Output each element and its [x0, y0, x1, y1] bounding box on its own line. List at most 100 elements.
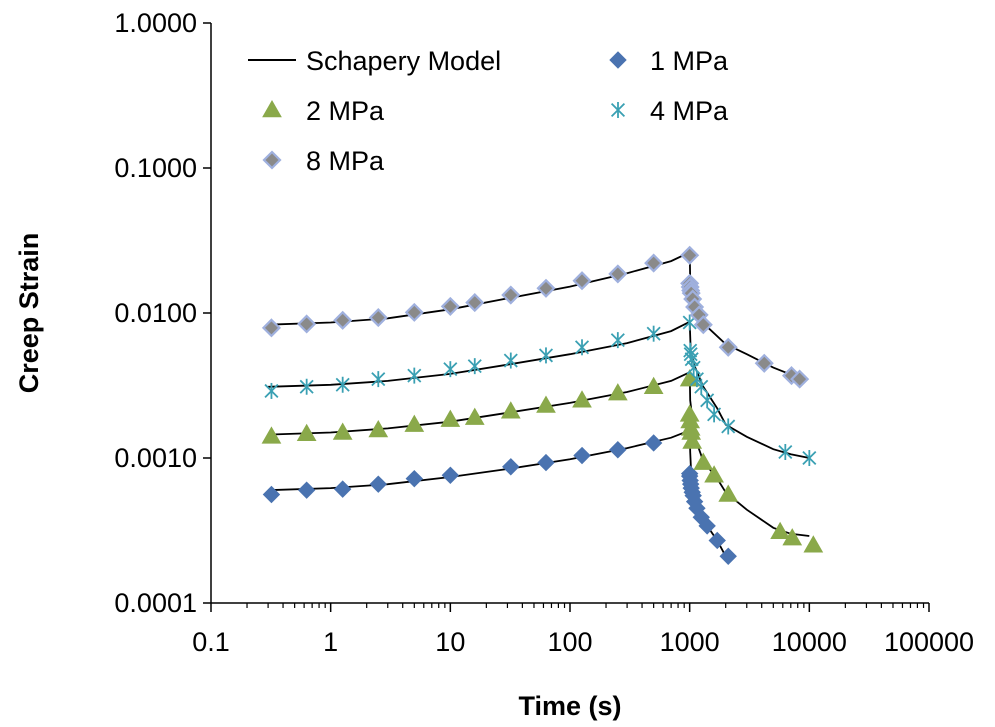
point-2mpa — [682, 431, 703, 449]
point-4mpa — [694, 378, 709, 395]
point-2mpa — [782, 528, 803, 546]
point-2mpa — [500, 401, 521, 419]
point-4mpa — [700, 392, 715, 409]
point-1mpa — [369, 475, 387, 493]
point-4mpa — [503, 352, 518, 369]
point-8mpa — [261, 318, 282, 338]
chart-legend: Schapery Model 1 MPa 2 MPa 4 MPa 8 MPa — [248, 46, 729, 176]
x-tick-label: 100000 — [884, 627, 974, 657]
point-4mpa — [778, 443, 793, 460]
point-4mpa — [610, 332, 625, 349]
point-2mpa — [440, 409, 461, 427]
point-1mpa — [405, 469, 424, 488]
axis-ticks: 0.1 1 10 100 1000 10000 100000 0.0001 0.0010 0.01… — [114, 8, 974, 657]
point-4mpa — [264, 382, 279, 399]
point-2mpa — [261, 426, 282, 444]
point-8mpa — [440, 296, 460, 316]
point-8mpa — [608, 264, 628, 284]
x-tick-label: 1 — [323, 627, 338, 657]
point-1mpa — [262, 485, 281, 504]
data-markers — [261, 245, 824, 565]
model-line-1 — [268, 429, 727, 557]
point-2mpa — [693, 452, 714, 470]
point-8mpa — [790, 369, 810, 389]
point-4mpa — [467, 358, 482, 375]
legend-marker-8mpa — [262, 150, 282, 170]
point-4mpa — [538, 347, 554, 364]
point-1mpa — [698, 517, 716, 535]
point-2mpa — [296, 423, 317, 441]
series-1mpa — [262, 434, 737, 565]
point-2mpa — [332, 422, 353, 440]
legend-marker-1mpa — [609, 51, 627, 69]
y-tick-label: 0.0010 — [114, 443, 197, 473]
point-2mpa — [643, 376, 664, 395]
legend-swatch-1mpa — [609, 51, 627, 69]
y-tick-label: 0.0100 — [114, 298, 197, 328]
point-2mpa — [536, 395, 556, 413]
point-1mpa — [333, 480, 352, 498]
point-2mpa — [572, 390, 592, 408]
y-tick-label: 0.0001 — [114, 588, 197, 618]
point-8mpa — [680, 245, 700, 265]
point-4mpa — [707, 406, 722, 423]
model-line-2 — [268, 370, 810, 537]
point-4mpa — [686, 359, 701, 376]
point-1mpa — [502, 458, 520, 476]
point-4mpa — [721, 418, 736, 435]
series-2mpa — [261, 369, 824, 553]
legend-item-8mpa: 8 MPa — [262, 146, 385, 176]
point-8mpa — [501, 285, 521, 305]
point-8mpa — [536, 278, 556, 298]
point-4mpa — [646, 325, 661, 342]
y-tick-label: 0.1000 — [114, 153, 197, 183]
point-4mpa — [407, 367, 422, 384]
point-2mpa — [704, 465, 724, 483]
model-line-3 — [268, 320, 810, 459]
legend-item-schapery-model: Schapery Model — [248, 46, 501, 76]
point-8mpa — [297, 314, 317, 334]
point-1mpa — [609, 441, 627, 459]
point-4mpa — [802, 450, 817, 466]
legend-swatch-2mpa — [262, 99, 282, 118]
point-8mpa — [368, 308, 388, 328]
x-tick-label: 10000 — [772, 627, 847, 657]
point-1mpa — [708, 531, 726, 550]
legend-label-4mpa: 4 MPa — [650, 96, 729, 126]
point-2mpa — [770, 521, 790, 540]
legend-item-2mpa: 2 MPa — [262, 96, 385, 126]
legend-label-8mpa: 8 MPa — [306, 146, 385, 176]
point-8mpa — [718, 337, 738, 357]
point-4mpa — [299, 378, 314, 395]
legend-item-4mpa: 4 MPa — [610, 96, 729, 126]
point-8mpa — [333, 310, 353, 330]
point-4mpa — [443, 361, 458, 378]
point-2mpa — [368, 419, 389, 438]
legend-marker-4mpa — [610, 102, 626, 118]
model-lines — [268, 250, 810, 557]
point-2mpa — [464, 407, 485, 425]
legend-swatch-4mpa — [610, 102, 626, 118]
series-4mpa — [264, 314, 817, 466]
point-1mpa — [573, 446, 591, 465]
point-8mpa — [644, 253, 664, 273]
point-2mpa — [404, 414, 425, 432]
point-1mpa — [719, 547, 737, 565]
legend-label-schapery: Schapery Model — [306, 46, 501, 76]
point-4mpa — [335, 376, 350, 393]
legend-label-2mpa: 2 MPa — [306, 96, 385, 126]
x-tick-label: 10 — [435, 627, 465, 657]
legend-marker-2mpa — [262, 99, 282, 118]
legend-label-1mpa: 1 MPa — [650, 46, 729, 76]
legend-item-1mpa: 1 MPa — [609, 46, 729, 76]
point-2mpa — [718, 484, 739, 502]
point-1mpa — [297, 481, 316, 499]
point-1mpa — [441, 466, 460, 484]
point-8mpa — [693, 315, 713, 335]
point-1mpa — [537, 453, 555, 472]
x-tick-label: 100 — [547, 627, 592, 657]
point-1mpa — [644, 434, 663, 452]
point-2mpa — [607, 383, 628, 401]
x-axis-title: Time (s) — [518, 691, 621, 721]
